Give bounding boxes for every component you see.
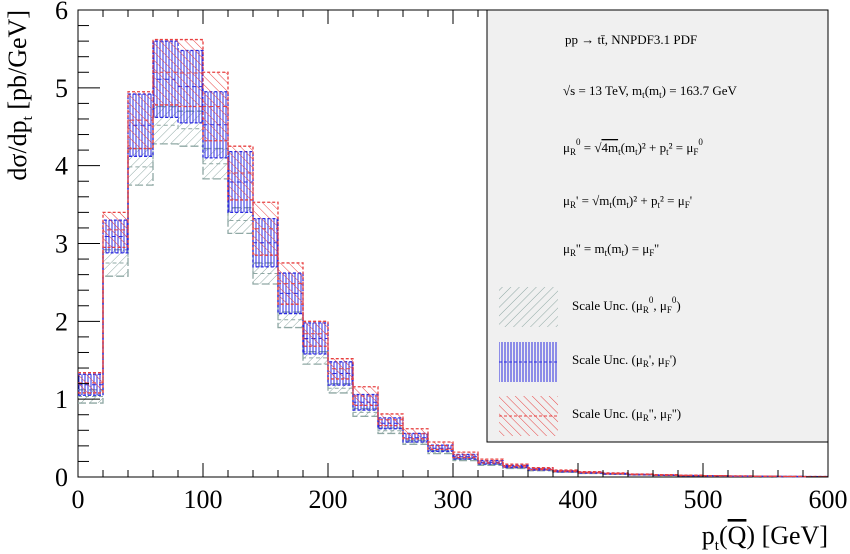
band-0-bin-9 [303, 351, 328, 365]
x-tick-label: 0 [72, 485, 85, 514]
x-tick-label: 100 [184, 485, 223, 514]
legend-swatch-1 [499, 342, 558, 382]
y-tick-label: 2 [55, 307, 68, 336]
band-0-bin-11 [353, 408, 378, 417]
band-2-bin-11 [353, 386, 378, 406]
legend-entry-2: Scale Unc. (μR'', μF'') [572, 406, 681, 423]
y-tick-label: 6 [55, 0, 68, 25]
y-tick-label: 5 [55, 74, 68, 103]
legend: pp → tt̄, NNPDF3.1 PDF √s = 13 TeV, mt(m… [486, 9, 829, 443]
series-2 [78, 38, 828, 478]
legend-entry-0: Scale Unc. (μR0, μF0) [572, 295, 681, 315]
y-tick-label: 3 [55, 230, 68, 259]
legend-scale-dprime: μR'' = mt(mt) = μF'' [563, 241, 659, 258]
x-tick-label: 200 [309, 485, 348, 514]
axes: 0 100 200 300 400 500 600 0 1 2 3 4 5 6 [55, 0, 848, 514]
legend-swatch-2 [499, 396, 558, 436]
legend-swatch-0 [499, 287, 558, 327]
x-axis-title: pt(Q) [GeV] [702, 521, 828, 554]
y-tick-label: 1 [55, 385, 68, 414]
x-tick-label: 400 [559, 485, 598, 514]
band-2-bin-16 [478, 459, 503, 463]
y-axis-title: dσ/dpt [pb/GeV] [3, 10, 36, 181]
legend-scale-prime: μR' = √mt(mt)² + pt² = μF' [563, 193, 692, 210]
x-tick-label: 300 [434, 485, 473, 514]
y-tick-label: 0 [55, 463, 68, 492]
band-2-bin-19 [553, 469, 578, 472]
legend-scale-0: μR0 = √4mt(mt)² + pt² = μF0 [563, 137, 703, 157]
band-0-bin-8 [278, 311, 303, 328]
band-2-bin-12 [378, 413, 403, 426]
legend-entry-1: Scale Unc. (μR', μF') [572, 352, 676, 369]
x-tick-label: 500 [684, 485, 723, 514]
x-tick-label: 600 [809, 485, 848, 514]
legend-process: pp → tt̄, NNPDF3.1 PDF [565, 32, 697, 47]
band-0-bin-7 [253, 262, 278, 284]
band-2-bin-0 [78, 372, 103, 393]
band-0-bin-10 [328, 383, 353, 393]
y-tick-label: 4 [55, 152, 68, 181]
legend-energy: √s = 13 TeV, mt(mt) = 163.7 GeV [563, 83, 737, 100]
